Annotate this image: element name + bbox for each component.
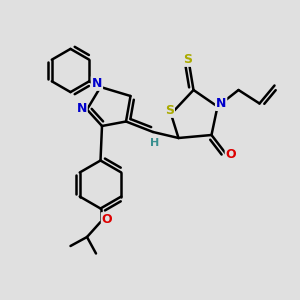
Text: O: O: [102, 213, 112, 226]
Text: S: S: [183, 53, 192, 66]
Text: N: N: [76, 101, 87, 115]
Text: S: S: [165, 104, 174, 117]
Text: N: N: [216, 97, 226, 110]
Text: N: N: [92, 77, 102, 90]
Text: O: O: [226, 148, 236, 161]
Text: H: H: [150, 138, 159, 148]
